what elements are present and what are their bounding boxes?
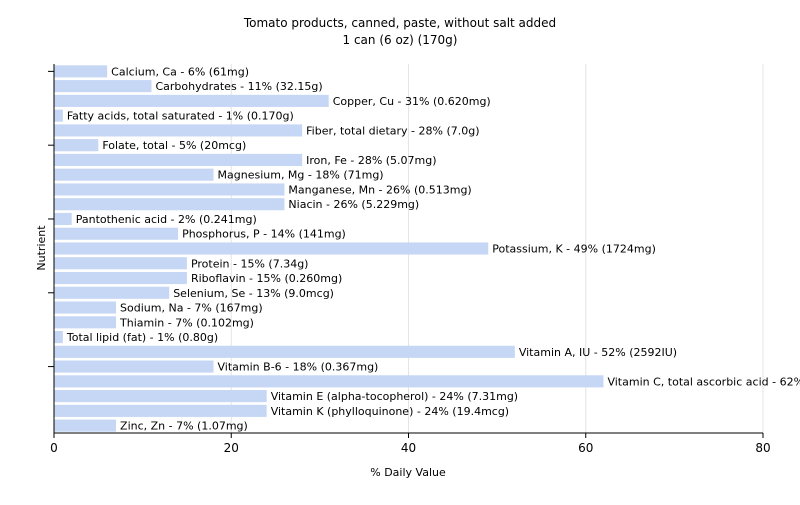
bar-label: Zinc, Zn - 7% (1.07mg) <box>120 420 248 433</box>
bar <box>54 94 329 107</box>
bar <box>54 242 489 255</box>
bar <box>54 139 99 152</box>
bar-label: Sodium, Na - 7% (167mg) <box>120 302 263 315</box>
y-axis-label: Nutrient <box>35 225 48 271</box>
bar-label: Fatty acids, total saturated - 1% (0.170… <box>67 110 294 123</box>
x-tick-label: 60 <box>578 441 593 455</box>
bar <box>54 183 285 196</box>
bar-label: Vitamin A, IU - 52% (2592IU) <box>519 346 677 359</box>
bar-label: Pantothenic acid - 2% (0.241mg) <box>76 213 257 226</box>
x-tick-label: 80 <box>755 441 770 455</box>
chart-title: Tomato products, canned, paste, without … <box>243 16 556 30</box>
bar <box>54 286 170 299</box>
bar-label: Copper, Cu - 31% (0.620mg) <box>333 95 491 108</box>
bar <box>54 80 152 93</box>
bar-label: Fiber, total dietary - 28% (7.0g) <box>306 124 479 137</box>
bar-label: Folate, total - 5% (20mcg) <box>102 139 246 152</box>
x-tick-label: 20 <box>224 441 239 455</box>
bar <box>54 419 117 432</box>
bar-label: Potassium, K - 49% (1724mg) <box>492 243 656 256</box>
bar <box>54 124 303 137</box>
bar <box>54 227 179 240</box>
bar-label: Vitamin C, total ascorbic acid - 62% (37… <box>607 375 800 388</box>
chart-subtitle: 1 can (6 oz) (170g) <box>343 33 458 47</box>
bar <box>54 331 63 344</box>
bar <box>54 375 604 388</box>
bar <box>54 153 303 166</box>
bar-label: Vitamin E (alpha-tocopherol) - 24% (7.31… <box>271 390 518 403</box>
bar-label: Iron, Fe - 28% (5.07mg) <box>306 154 436 167</box>
bar <box>54 390 267 403</box>
x-axis-label: % Daily Value <box>370 466 446 479</box>
bar <box>54 257 187 270</box>
bar-label: Niacin - 26% (5.229mg) <box>288 198 419 211</box>
axes: 0 20 40 60 80 <box>48 64 771 455</box>
bar-label: Carbohydrates - 11% (32.15g) <box>155 80 322 93</box>
bar <box>54 301 117 314</box>
bar <box>54 109 63 122</box>
bar <box>54 345 515 358</box>
bar <box>54 271 187 285</box>
bar <box>54 212 72 226</box>
bar <box>54 65 108 78</box>
bar <box>54 316 117 329</box>
bar-label: Vitamin B-6 - 18% (0.367mg) <box>218 361 379 374</box>
bar-label: Protein - 15% (7.34g) <box>191 257 309 270</box>
bars: Calcium, Ca - 6% (61mg) Carbohydrates - 1… <box>54 65 800 433</box>
x-tick-label: 0 <box>50 441 58 455</box>
bar <box>54 168 214 181</box>
bar-label: Thiamin - 7% (0.102mg) <box>119 316 254 329</box>
bar-label: Phosphorus, P - 14% (141mg) <box>182 228 346 241</box>
bar <box>54 404 267 417</box>
bar-label: Calcium, Ca - 6% (61mg) <box>111 65 249 78</box>
bar <box>54 198 285 211</box>
bar-label: Magnesium, Mg - 18% (71mg) <box>218 169 384 182</box>
bar-label: Manganese, Mn - 26% (0.513mg) <box>288 183 471 196</box>
bar-label: Total lipid (fat) - 1% (0.80g) <box>66 331 218 344</box>
bar-label: Selenium, Se - 13% (9.0mcg) <box>173 287 334 300</box>
bar <box>54 360 214 373</box>
x-tick-label: 40 <box>401 441 416 455</box>
bar-label: Vitamin K (phylloquinone) - 24% (19.4mcg… <box>271 405 509 418</box>
bar-label: Riboflavin - 15% (0.260mg) <box>191 272 342 285</box>
